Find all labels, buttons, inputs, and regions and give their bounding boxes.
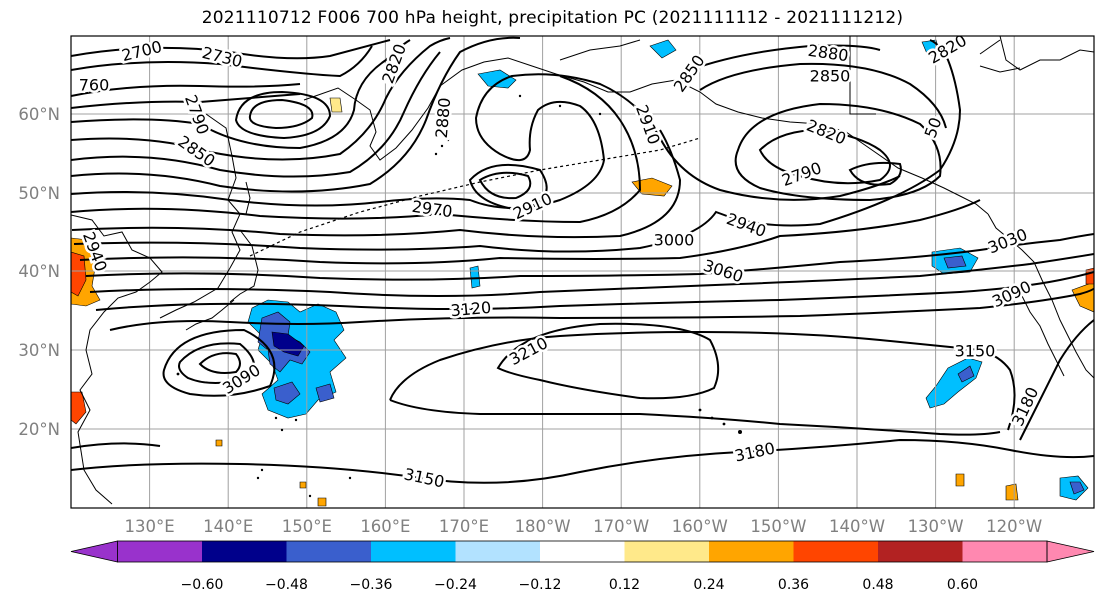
colorbar-label: −0.36: [350, 577, 393, 593]
colorbar-labels: −0.60 −0.48 −0.36 −0.24 −0.12 0.12 0.24 …: [181, 577, 979, 593]
colorbar-outline: [117, 540, 1048, 563]
colorbar-label: 0.36: [778, 577, 809, 593]
colorbar-swatch: [793, 541, 878, 562]
lon-label: 140°E: [203, 517, 253, 536]
coastlines: [71, 36, 1094, 505]
colorbar-swatch: [540, 541, 625, 562]
lon-label: 150°E: [282, 517, 332, 536]
colorbar-extend-high: [1046, 540, 1095, 563]
map-title: 2021110712 F006 700 hPa height, precipit…: [201, 8, 904, 28]
colorbar-label: −0.24: [434, 577, 477, 593]
lon-label: 170°W: [593, 517, 649, 536]
colorbar-swatch: [117, 541, 202, 562]
colorbar-label: 0.24: [693, 577, 724, 593]
contour-label-halo: 3000: [654, 231, 695, 250]
lat-label: 40°N: [18, 262, 60, 281]
lon-label: 120°W: [986, 517, 1042, 536]
colorbar-label: −0.48: [265, 577, 308, 593]
contour-label-halo: 2850: [810, 67, 851, 86]
contour-label-halo: 3120: [450, 298, 492, 320]
colorbar-swatch: [709, 541, 794, 562]
colorbar-label: 0.48: [862, 577, 893, 593]
lon-label: 160°E: [360, 517, 410, 536]
lon-label: 130°W: [908, 517, 964, 536]
map-frame: [70, 35, 1095, 509]
colorbar-swatch: [624, 541, 709, 562]
lon-label: 180°W: [515, 517, 571, 536]
colorbar-label: 0.12: [609, 577, 640, 593]
longitude-labels: 130°E 140°E 150°E 160°E 170°E 180°W 170°…: [125, 517, 1043, 536]
lat-label: 30°N: [18, 341, 60, 360]
contour-label-halo: 760: [79, 76, 110, 95]
lon-label: 130°E: [125, 517, 175, 536]
colorbar-swatch: [202, 541, 287, 562]
colorbar-swatch: [371, 541, 456, 562]
contour-label-halo: 2880: [432, 97, 454, 139]
lat-label: 50°N: [18, 184, 60, 203]
lon-label: 150°W: [750, 517, 806, 536]
lon-label: 170°E: [439, 517, 489, 536]
lat-label: 60°N: [18, 105, 60, 124]
contour-label-halo: 3150: [955, 342, 996, 361]
island-dots: [176, 94, 742, 498]
precipitation-shading: [71, 39, 1094, 507]
height-contours: [71, 36, 1094, 484]
lon-label: 160°W: [672, 517, 728, 536]
colorbar-swatch: [286, 541, 371, 562]
colorbar-swatch: [878, 541, 963, 562]
lat-label: 20°N: [18, 420, 60, 439]
latitude-labels: 60°N 50°N 40°N 30°N 20°N: [18, 105, 60, 439]
colorbar-swatch: [962, 541, 1047, 562]
colorbar: [70, 540, 1095, 563]
precip-anomaly-small-japan-2: [273, 381, 301, 405]
colorbar-swatch: [455, 541, 540, 562]
colorbar-extend-low: [70, 540, 118, 563]
colorbar-label: −0.60: [181, 577, 224, 593]
colorbar-label: 0.60: [947, 577, 978, 593]
colorbar-label: −0.12: [519, 577, 562, 593]
lon-label: 140°W: [829, 517, 885, 536]
graticule: [71, 36, 1094, 508]
